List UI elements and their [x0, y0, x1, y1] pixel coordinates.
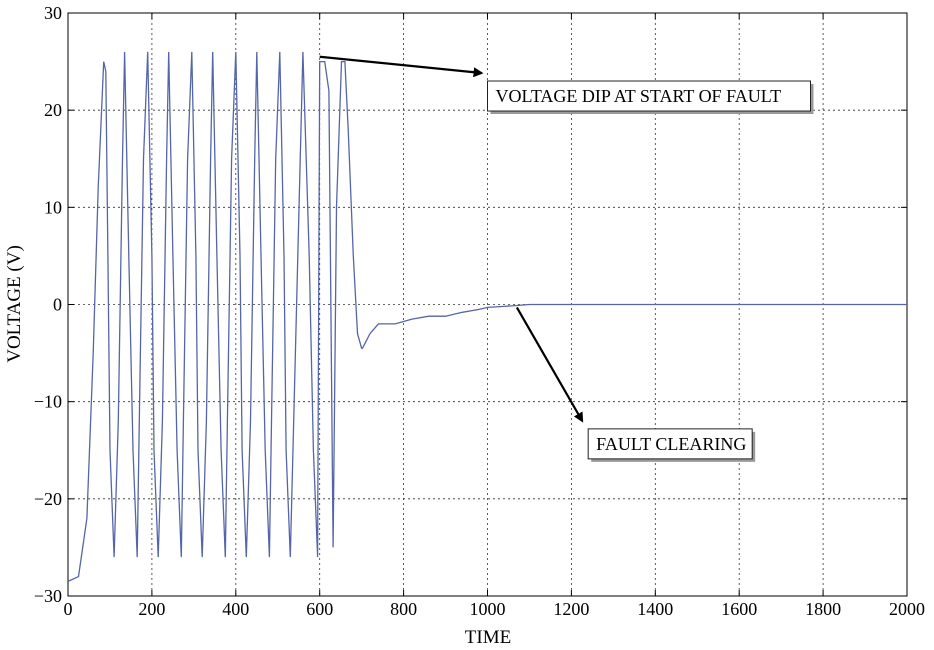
y-axis-label: VOLTAGE (V): [4, 245, 25, 363]
x-axis-label: TIME: [465, 627, 511, 648]
annotation-0: VOLTAGE DIP AT START OF FAULT: [319, 55, 814, 115]
x-tick-label: 1000: [470, 599, 506, 619]
y-tick-label: 20: [44, 100, 62, 120]
x-tick-label: 400: [222, 599, 249, 619]
y-tick-label: 30: [44, 3, 62, 23]
x-tick-label: 200: [138, 599, 165, 619]
x-tick-label: 1600: [721, 599, 757, 619]
annotation-box: [487, 80, 811, 112]
annotation-text: VOLTAGE DIP AT START OF FAULT: [496, 86, 782, 106]
x-tick-label: 1800: [805, 599, 841, 619]
y-tick-label: −10: [34, 392, 62, 412]
annotation-box: [587, 428, 753, 460]
annotations: VOLTAGE DIP AT START OF FAULT FAULT CLEAR…: [319, 55, 814, 462]
y-tick-labels: 30 20 10 0 −10 −20 −30: [34, 3, 62, 606]
voltage-series-line: [67, 51, 907, 582]
x-tick-label: 800: [390, 599, 417, 619]
x-tick-label: 1400: [637, 599, 673, 619]
ticks: [67, 12, 908, 597]
x-tick-label: 600: [306, 599, 333, 619]
x-tick-label: 0: [64, 599, 73, 619]
x-tick-labels: 0 200 400 600 800 1000 1200 1400 1600 1800 2000: [64, 599, 926, 619]
x-tick-label: 1200: [553, 599, 589, 619]
annotation-arrow: [515, 306, 584, 423]
annotation-arrow: [319, 55, 484, 78]
y-tick-label: 10: [44, 197, 62, 217]
annotation-text: FAULT CLEARING: [596, 434, 746, 454]
y-tick-label: −30: [34, 586, 62, 606]
y-tick-label: 0: [53, 295, 62, 315]
annotation-1: FAULT CLEARING: [515, 306, 756, 462]
x-tick-label: 2000: [889, 599, 925, 619]
y-tick-label: −20: [34, 489, 62, 509]
